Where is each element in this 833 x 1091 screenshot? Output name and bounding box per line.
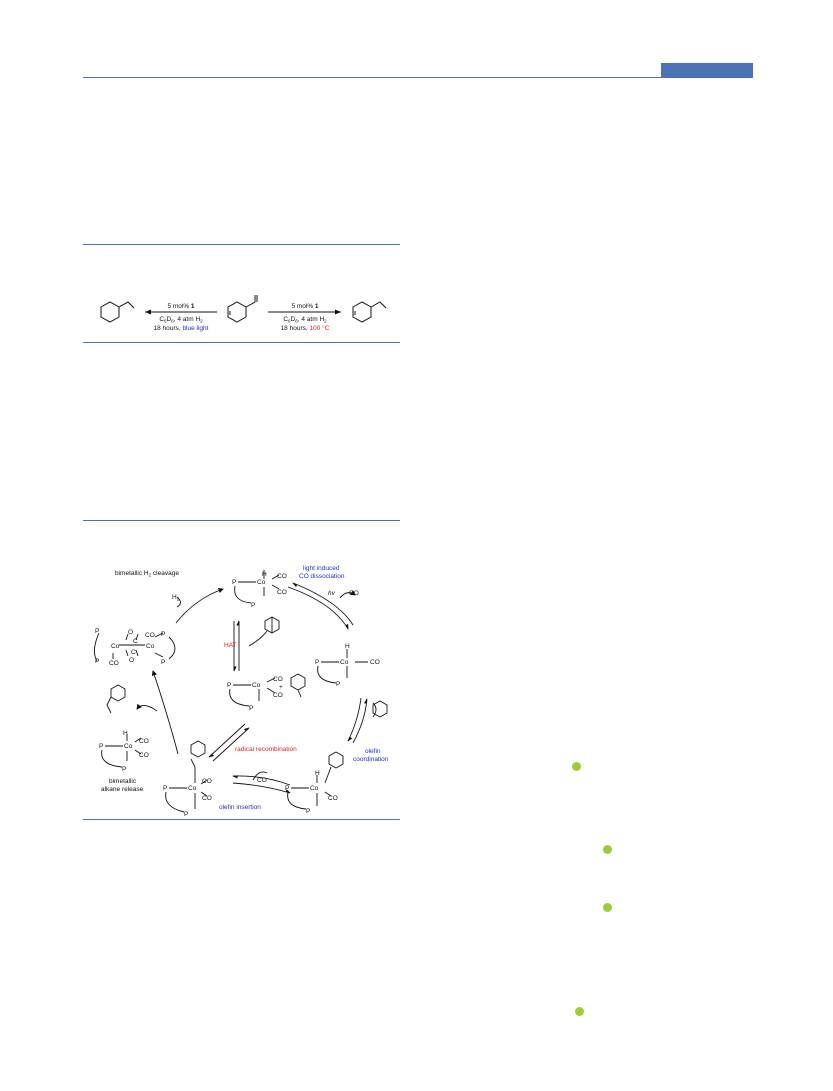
reference-marker[interactable]: [603, 903, 612, 912]
plus-sign: +: [279, 684, 283, 691]
atom-Co: Co: [252, 682, 261, 689]
header-rule: [83, 77, 753, 78]
atom-O: O: [128, 629, 133, 636]
atom-H: H: [315, 770, 320, 777]
co-reagent-label: CO: [257, 777, 267, 784]
atom-CO: CO: [277, 589, 287, 596]
atom-P: P: [251, 602, 255, 609]
atom-CO: CO: [139, 752, 149, 759]
left-time-label: 18 hours, blue light: [154, 325, 209, 332]
right-time-label: 18 hours, 100 °C: [281, 324, 330, 332]
atom-P: P: [336, 681, 340, 688]
h2-cleavage-label: bimetallic H2 cleavage: [115, 570, 179, 578]
scheme-2-bottom-rule: [83, 819, 400, 820]
radical-recombination-label: radical recombination: [235, 746, 297, 753]
ethylcyclohexane-structure: [100, 301, 135, 323]
atom-Co: Co: [111, 643, 120, 650]
scheme-2-top-rule: [83, 520, 400, 521]
atom-P: P: [122, 766, 126, 773]
atom-Co: Co: [340, 659, 349, 666]
atom-P: P: [163, 785, 167, 792]
atom-CO: CO: [328, 795, 338, 802]
atom-CO: CO: [139, 738, 149, 745]
h2-reagent-label: H2: [172, 594, 180, 602]
header-tab: [661, 63, 753, 77]
scheme-1-bottom-rule: [83, 342, 400, 343]
hv-label: hv: [328, 590, 336, 597]
atom-C: C: [133, 638, 138, 645]
atom-P: P: [184, 811, 188, 818]
atom-Co: Co: [124, 743, 133, 750]
catalytic-cycle: bimetallic H2 cleavage H2 light induced …: [94, 565, 389, 818]
atom-CO: CO: [145, 632, 155, 639]
olefin-coordination-label-1: olefin: [365, 748, 381, 755]
scheme-1-top-rule: [83, 244, 400, 245]
alkane-release-label-2: alkane release: [101, 786, 144, 793]
reference-marker[interactable]: [572, 762, 581, 771]
co-released-label: CO: [349, 590, 359, 597]
atom-Co: Co: [257, 579, 266, 586]
atom-P: P: [227, 682, 231, 689]
atom-CO: CO: [109, 660, 119, 667]
atom-H: H: [123, 730, 128, 737]
atom-CO: CO: [273, 676, 283, 683]
reference-marker[interactable]: [603, 845, 612, 854]
reaction-scheme: 5 mol% 1 C6D6, 4 atm H2 18 hours, blue l…: [100, 295, 387, 332]
ethylcyclohexene-structure: [352, 301, 387, 323]
atom-P: P: [161, 659, 165, 666]
atom-P: P: [95, 658, 99, 665]
reference-marker[interactable]: [575, 1007, 584, 1016]
atom-O: O: [129, 657, 134, 664]
atom-P: P: [285, 785, 289, 792]
co-dissociation-label: CO dissociation: [299, 573, 345, 580]
atom-P: P: [232, 579, 236, 586]
atom-P: P: [306, 808, 310, 815]
atom-Co: Co: [146, 643, 155, 650]
atom-P: P: [95, 628, 99, 635]
atom-P: P: [99, 743, 103, 750]
alkane-release-label-1: bimetallic: [109, 778, 137, 785]
right-solvent-label: C6D6, 4 atm H2: [283, 316, 327, 324]
atom-P: P: [315, 659, 319, 666]
hat-label: HAT: [224, 642, 237, 649]
left-solvent-label: C6D6, 4 atm H2: [159, 316, 203, 324]
atom-CO: CO: [273, 692, 283, 699]
atom-P: P: [249, 705, 253, 712]
atom-CO: CO: [370, 659, 380, 666]
atom-P: P: [161, 631, 165, 638]
right-catalyst-label: 5 mol% 1: [291, 303, 318, 310]
atom-C: C: [131, 649, 136, 656]
atom-Co: Co: [188, 785, 197, 792]
atom-CO: CO: [277, 573, 287, 580]
olefin-insertion-label: olefin insertion: [219, 804, 261, 811]
atom-H: H: [345, 643, 350, 650]
atom-H: H: [262, 571, 267, 578]
atom-CO: CO: [202, 778, 212, 785]
light-induced-label: light induced: [303, 565, 340, 572]
left-catalyst-label: 5 mol% 1: [167, 303, 194, 310]
vinylcyclohexene-structure: [227, 295, 258, 323]
atom-CO: CO: [202, 795, 212, 802]
olefin-coordination-label-2: coordination: [353, 756, 389, 763]
atom-Co: Co: [310, 785, 319, 792]
